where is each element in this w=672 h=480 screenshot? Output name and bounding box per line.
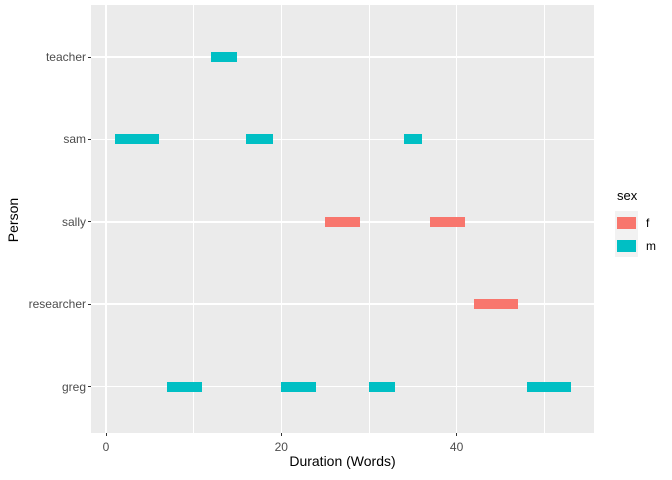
y-tick-label-greg: greg [61, 379, 86, 394]
x-axis-title: Duration (Words) [289, 453, 396, 469]
y-tick-label-researcher: researcher [28, 297, 86, 312]
segment-sam-16 [246, 134, 273, 145]
gridline-x-major-20 [280, 5, 283, 433]
segment-teacher-12 [211, 52, 238, 62]
x-tick-40 [456, 433, 458, 436]
y-tick-sally [88, 221, 91, 223]
x-tick-label-20: 20 [274, 440, 288, 454]
legend-key-f [615, 211, 638, 234]
x-tick-0 [105, 433, 107, 436]
y-tick-label-teacher: teacher [45, 50, 86, 64]
y-tick-label-sam: sam [63, 132, 86, 147]
legend-key-m [615, 234, 638, 257]
segment-greg-30 [368, 381, 396, 392]
legend-title: sex [617, 188, 638, 203]
y-tick-teacher [88, 56, 91, 58]
segment-sam-34 [404, 134, 422, 145]
x-tick-label-40: 40 [449, 440, 464, 454]
plot-panel [91, 5, 594, 433]
segment-greg-20 [281, 381, 317, 392]
legend-swatch-f-icon [617, 216, 636, 229]
y-tick-sam [88, 138, 91, 140]
y-tick-label-sally: sally [61, 214, 86, 229]
gridline-y-teacher [91, 56, 594, 58]
gridline-y-greg [91, 385, 594, 388]
gridline-y-researcher [91, 303, 594, 305]
x-tick-label-0: 0 [102, 440, 110, 454]
gridline-y-sam [91, 138, 594, 141]
segment-researcher-42 [474, 299, 518, 310]
legend: sex f m [615, 188, 656, 257]
segment-sam-1 [114, 134, 159, 145]
legend-entry-f: f [615, 211, 649, 234]
legend-entry-m: m [615, 234, 656, 257]
segment-sally-25 [325, 216, 361, 227]
y-tick-greg [88, 386, 91, 387]
segment-greg-48 [526, 381, 571, 392]
gridline-x-major-0 [105, 5, 107, 433]
y-tick-researcher [88, 303, 91, 305]
legend-label-f: f [646, 215, 650, 230]
gridline-x-minor-30 [368, 5, 370, 433]
gridline-x-minor-10 [193, 5, 195, 433]
x-tick-20 [280, 433, 282, 436]
gridline-x-minor-50 [543, 5, 545, 433]
legend-label-m: m [646, 238, 656, 253]
segment-sally-37 [430, 216, 466, 227]
legend-swatch-m-icon [617, 239, 636, 252]
segment-greg-7 [167, 381, 203, 392]
